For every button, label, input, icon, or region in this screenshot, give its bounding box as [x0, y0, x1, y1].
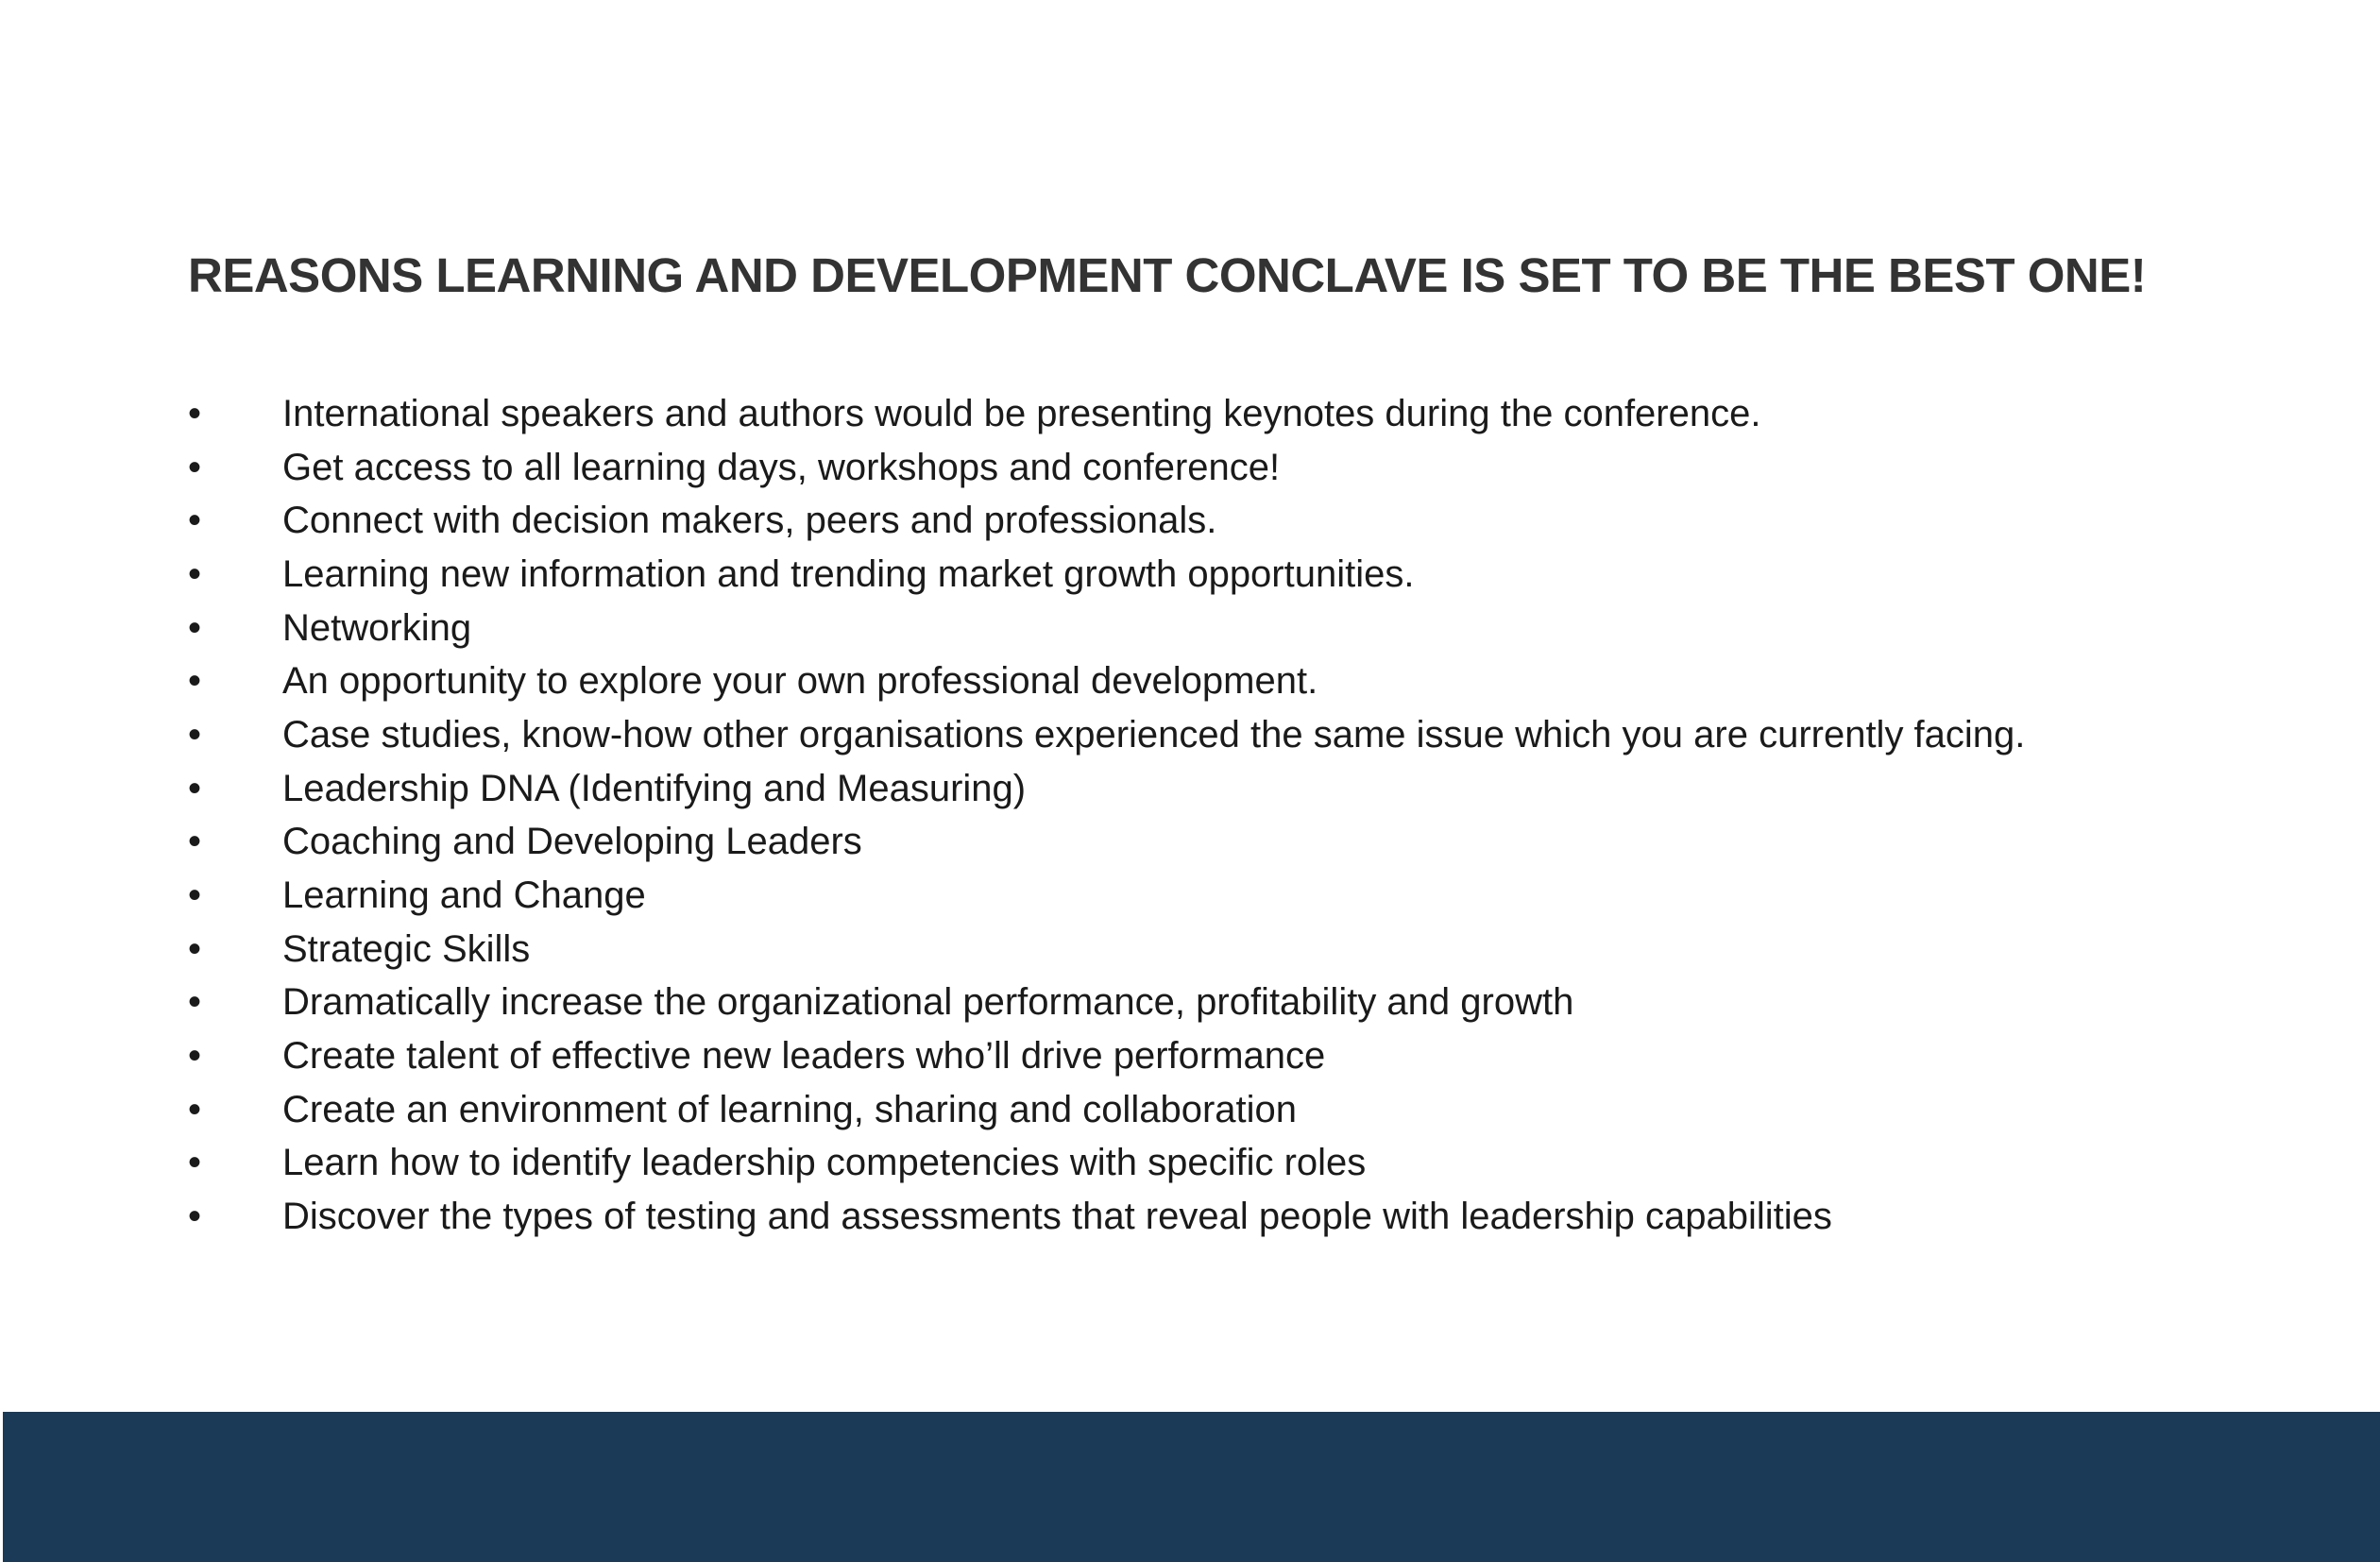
list-item: • Create an environment of learning, shar…	[188, 1083, 2025, 1137]
list-item: • Networking	[188, 602, 2025, 655]
bullet-icon: •	[188, 446, 202, 488]
list-item-text: An opportunity to explore your own profe…	[282, 660, 1318, 703]
bullet-icon: •	[188, 606, 202, 649]
list-item: • Learning and Change	[188, 869, 2025, 923]
bullet-icon: •	[188, 392, 202, 434]
bullet-icon: •	[188, 821, 202, 863]
list-item-text: International speakers and authors would…	[282, 392, 1761, 434]
list-item-text: Connect with decision makers, peers and …	[282, 500, 1217, 542]
bullet-icon: •	[188, 660, 202, 703]
list-item-text: Create talent of effective new leaders w…	[282, 1035, 1326, 1078]
bullet-icon: •	[188, 1196, 202, 1238]
list-item: • Learning new information and trending m…	[188, 548, 2025, 602]
list-item: • Create talent of effective new leaders …	[188, 1029, 2025, 1083]
list-item-text: Strategic Skills	[282, 927, 531, 970]
list-item-text: Learning new information and trending ma…	[282, 552, 1415, 595]
list-item-text: Learning and Change	[282, 874, 646, 917]
page-title: REASONS LEARNING AND DEVELOPMENT CONCLAV…	[188, 248, 2147, 302]
bullet-icon: •	[188, 981, 202, 1024]
list-item: • Discover the types of testing and asses…	[188, 1190, 2025, 1244]
list-item: • International speakers and authors woul…	[188, 387, 2025, 441]
bullet-icon: •	[188, 500, 202, 542]
list-item: • Dramatically increase the organizationa…	[188, 976, 2025, 1030]
reasons-list: • International speakers and authors woul…	[188, 387, 2025, 1244]
bullet-icon: •	[188, 927, 202, 970]
list-item-text: Learn how to identify leadership compete…	[282, 1142, 1367, 1184]
bullet-icon: •	[188, 713, 202, 756]
bullet-icon: •	[188, 1035, 202, 1078]
list-item-text: Networking	[282, 606, 472, 649]
bullet-icon: •	[188, 767, 202, 809]
list-item-text: Leadership DNA (Identifying and Measurin…	[282, 767, 1027, 809]
bullet-icon: •	[188, 552, 202, 595]
list-item-text: Create an environment of learning, shari…	[282, 1088, 1298, 1130]
bullet-icon: •	[188, 1088, 202, 1130]
list-item-text: Coaching and Developing Leaders	[282, 821, 862, 863]
list-item-text: Dramatically increase the organizational…	[282, 981, 1574, 1024]
list-item: • Coaching and Developing Leaders	[188, 816, 2025, 870]
bullet-icon: •	[188, 1142, 202, 1184]
list-item: • An opportunity to explore your own prof…	[188, 654, 2025, 708]
list-item-text: Discover the types of testing and assess…	[282, 1196, 1832, 1238]
list-item: • Case studies, know-how other organisati…	[188, 708, 2025, 762]
list-item: • Get access to all learning days, worksh…	[188, 441, 2025, 495]
list-item-text: Get access to all learning days, worksho…	[282, 446, 1281, 488]
bullet-icon: •	[188, 874, 202, 917]
list-item: • Connect with decision makers, peers and…	[188, 494, 2025, 548]
footer-band	[3, 1412, 2380, 1562]
list-item: • Learn how to identify leadership compet…	[188, 1137, 2025, 1191]
list-item-text: Case studies, know-how other organisatio…	[282, 713, 2026, 756]
list-item: • Strategic Skills	[188, 923, 2025, 976]
list-item: • Leadership DNA (Identifying and Measuri…	[188, 762, 2025, 816]
